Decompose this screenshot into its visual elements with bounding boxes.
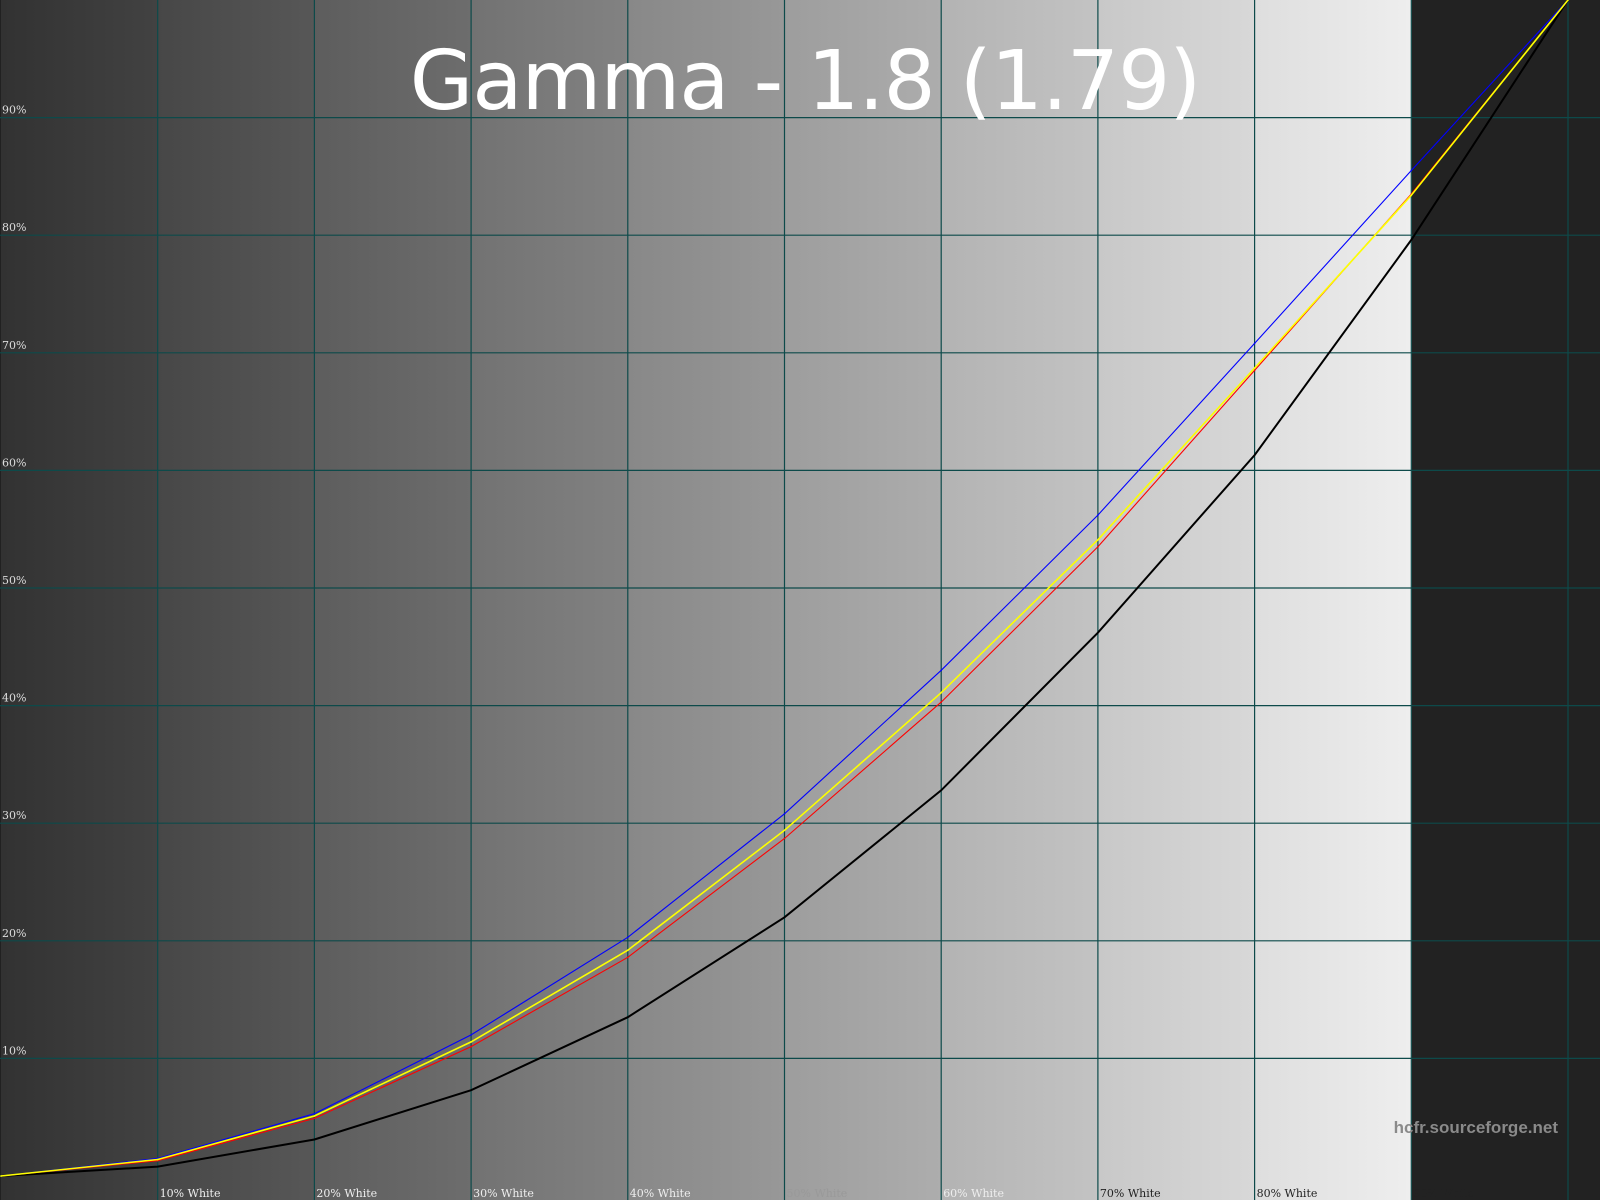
data-point (940, 691, 942, 694)
data-point (1567, 0, 1569, 1)
data-point (1097, 631, 1099, 634)
x-tick-label: 70% White (1100, 1187, 1161, 1200)
data-point (470, 1089, 472, 1091)
y-tick-label: 10% (2, 1044, 26, 1057)
data-point (0, 1175, 2, 1177)
chart-title: Gamma - 1.8 (1.79) (409, 34, 1202, 129)
data-point (940, 789, 942, 792)
y-tick-label: 40% (2, 692, 26, 705)
background-band (941, 0, 1099, 1200)
x-tick-label: 40% White (630, 1187, 691, 1200)
background-band (784, 0, 942, 1200)
data-point (313, 1115, 316, 1117)
data-point (940, 701, 942, 703)
data-point (313, 1117, 316, 1120)
data-point (156, 1165, 159, 1168)
data-point (1253, 342, 1256, 345)
y-tick-label: 50% (2, 574, 26, 587)
background-band (1, 0, 159, 1200)
y-tick-label: 60% (2, 456, 26, 469)
x-tick-label: 80% White (1257, 1187, 1318, 1200)
data-point (156, 1158, 159, 1161)
watermark: hcfr.sourceforge.net (1393, 1118, 1558, 1137)
data-point (313, 1138, 316, 1141)
data-point (470, 1045, 472, 1048)
x-tick-label: 10% White (160, 1187, 221, 1200)
y-tick-label: 70% (2, 339, 26, 352)
data-point (1097, 546, 1099, 548)
data-point (1097, 514, 1099, 516)
background-band (0, 0, 2, 1200)
x-tick-label: 50% White (787, 1187, 848, 1200)
data-point (1097, 538, 1099, 541)
data-point (470, 1034, 472, 1036)
data-point (940, 669, 942, 672)
y-tick-label: 20% (2, 927, 26, 940)
data-point (313, 1112, 316, 1115)
data-point (627, 949, 629, 952)
data-point (1253, 367, 1256, 369)
data-point (470, 1041, 472, 1043)
data-point (1410, 169, 1413, 172)
y-tick-label: 90% (2, 104, 26, 117)
x-tick-label: 60% White (943, 1187, 1004, 1200)
data-point (1410, 194, 1413, 197)
data-point (783, 837, 786, 840)
y-tick-label: 30% (2, 809, 26, 822)
data-point (1253, 454, 1256, 456)
x-tick-label: 30% White (473, 1187, 534, 1200)
background-band (471, 0, 629, 1200)
data-point (627, 1016, 629, 1019)
data-point (783, 829, 786, 832)
background-band (1097, 0, 1256, 1200)
background-band (627, 0, 785, 1200)
data-point (783, 812, 786, 815)
x-tick-label: 90% White (1413, 1187, 1474, 1200)
background-band (314, 0, 472, 1200)
background-band (1254, 0, 1412, 1200)
data-point (1410, 239, 1413, 241)
y-tick-label: 80% (2, 221, 26, 234)
data-point (783, 916, 786, 919)
x-tick-label: 20% White (316, 1187, 377, 1200)
background-band (157, 0, 315, 1200)
data-point (1253, 369, 1256, 372)
data-point (627, 956, 629, 959)
data-point (627, 936, 629, 939)
